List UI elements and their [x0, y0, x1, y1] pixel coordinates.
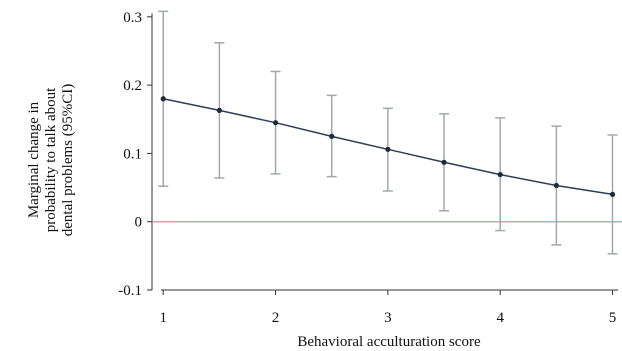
y-axis-title: Marginal change in probability to talk a… — [26, 84, 76, 236]
y-axis-title-line-3: dental problems (95%CI) — [60, 84, 76, 236]
x-tick-label: 2 — [272, 310, 280, 326]
data-point — [553, 182, 559, 189]
y-tick-label: 0.2 — [123, 78, 142, 94]
data-point — [497, 171, 503, 178]
data-point — [160, 96, 166, 102]
data-point — [329, 133, 335, 139]
y-tick-label: 0.3 — [123, 10, 142, 26]
data-point — [272, 120, 279, 126]
x-tick-label: 5 — [609, 310, 617, 326]
data-point — [609, 191, 616, 197]
x-tick-label: 1 — [159, 310, 167, 326]
x-axis-title: Behavioral acculturation score — [297, 334, 481, 350]
y-tick-label: 0 — [135, 215, 143, 231]
data-point — [441, 159, 447, 165]
y-tick-label: -0.1 — [118, 283, 142, 299]
y-axis-title-line-2: probability to talk about — [43, 87, 59, 232]
x-tick-label: 4 — [496, 310, 504, 326]
y-tick-label: 0.1 — [123, 146, 142, 162]
data-point — [216, 107, 222, 113]
y-axis-title-line-1: Marginal change in — [26, 101, 42, 218]
data-point — [385, 146, 391, 152]
x-tick-label: 3 — [384, 310, 392, 326]
